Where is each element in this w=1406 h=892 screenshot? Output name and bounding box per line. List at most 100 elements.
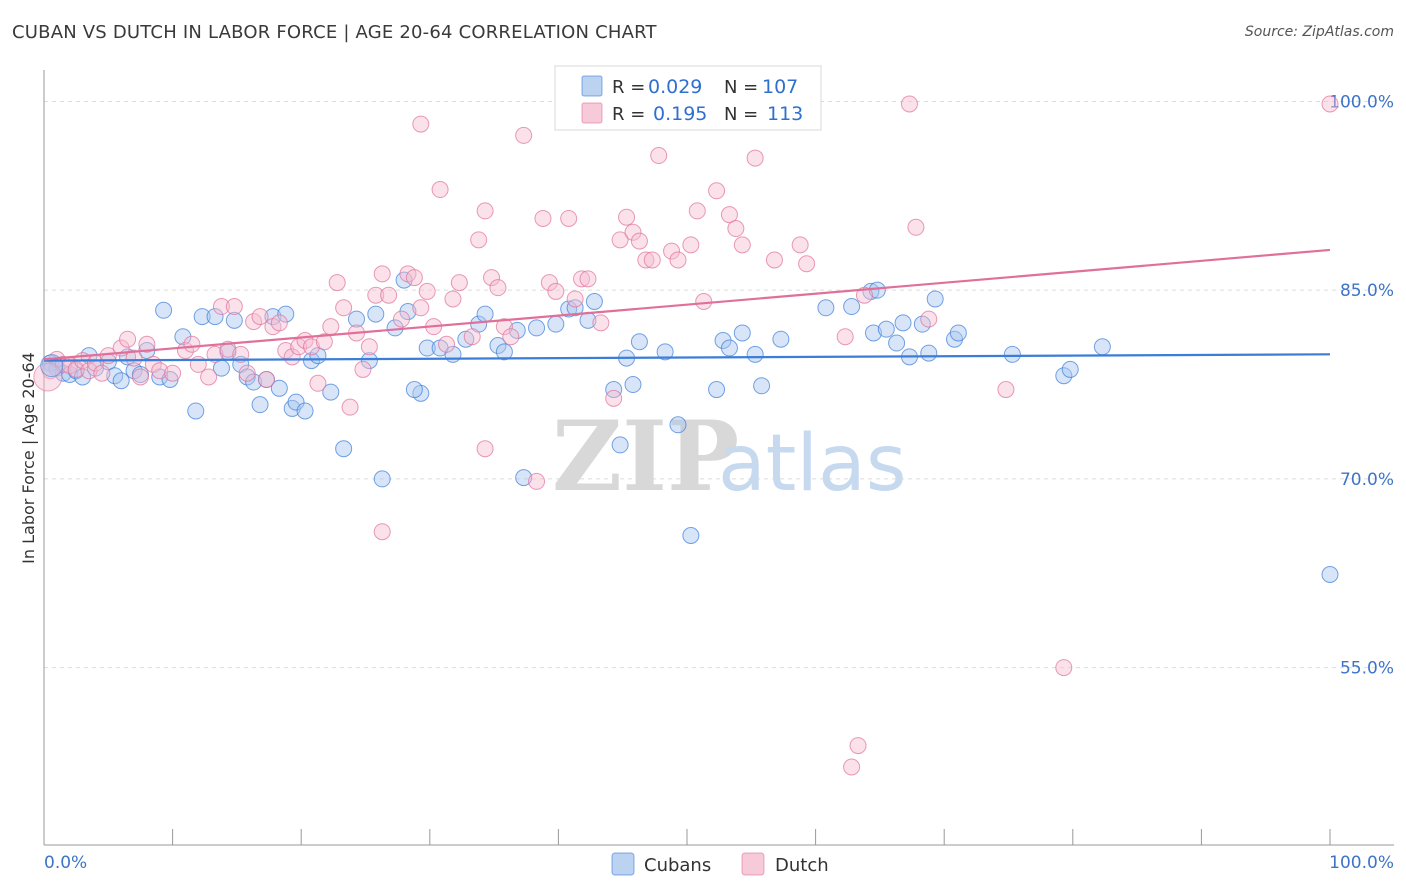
point-dutch [354,360,372,378]
point-cubans [560,300,578,318]
point-cubans [720,339,738,357]
point-dutch [380,286,398,304]
point-cubans [624,376,642,394]
point-cubans [373,470,391,488]
legend-swatch-cubans [611,852,635,876]
point-cubans [155,301,173,319]
legend-r-label: R = [612,104,645,125]
point-dutch [470,231,488,249]
point-dutch [463,328,481,346]
point-dutch [900,95,918,113]
point-cubans [708,381,726,399]
point-dutch [695,292,713,310]
point-dutch [270,314,288,332]
point-cubans [1055,367,1073,385]
point-dutch [573,270,591,288]
point-dutch [341,398,359,416]
point-dutch [630,232,648,250]
point-dutch [643,251,661,269]
point-cubans [949,324,967,342]
point-cubans [489,337,507,355]
point-dutch [238,364,256,382]
point-dutch [547,282,565,300]
point-dutch [540,274,558,292]
point-dutch [669,251,687,269]
point-cubans [1061,360,1079,378]
point-cubans [270,379,288,397]
y-tick-label: 100.0% [1329,92,1394,112]
point-dutch [495,318,513,336]
legend-n-label: N = [724,104,758,125]
point-cubans [733,324,751,342]
y-tick-label: 70.0% [1340,470,1394,490]
point-dutch [200,368,218,386]
data-points [33,95,1339,776]
x-axis-ticks [43,829,1331,845]
point-dutch [219,340,237,358]
legend-n-label: N = [724,77,758,98]
y-tick-label: 55.0% [1340,659,1394,679]
point-dutch [125,349,143,367]
series-legend: Cubans Dutch [611,852,829,876]
point-cubans [251,396,269,414]
point-dutch [151,362,169,380]
point-dutch [688,202,706,220]
point-dutch [444,290,462,308]
point-dutch [708,182,726,200]
point-cubans [772,330,790,348]
point-cubans [264,308,282,326]
point-cubans [322,383,340,401]
point-dutch [450,274,468,292]
point-dutch [637,251,655,269]
point-cubans [476,305,494,323]
x-tick-label-min: 0.0% [44,853,87,873]
point-dutch [605,389,623,407]
point-dutch [920,310,938,328]
point-dutch [528,472,546,490]
point-dutch [257,370,275,388]
point-cubans [528,319,546,337]
point-dutch [1321,95,1339,113]
chart-title: CUBAN VS DUTCH IN LABOR FORCE | AGE 20-6… [12,22,657,43]
point-dutch [438,335,456,353]
point-dutch [360,338,378,356]
point-dutch [138,335,156,353]
legend-swatch-cubans [581,75,603,97]
point-dutch [798,255,816,273]
point-dutch [405,269,423,287]
point-cubans [669,416,687,434]
point-dutch [727,220,745,238]
point-cubans [193,308,211,326]
point-dutch [367,286,385,304]
point-cubans [888,334,906,352]
x-tick-label-max: 100.0% [1329,853,1394,873]
point-cubans [187,402,205,420]
point-cubans [296,402,314,420]
point-dutch [489,279,507,297]
point-dutch [611,231,629,249]
point-dutch [791,236,809,254]
point-dutch [119,330,137,348]
point-cubans [287,393,305,411]
point-cubans [347,310,365,328]
point-cubans [817,299,835,317]
point-dutch [418,282,436,300]
point-cubans [225,311,243,329]
point-cubans [335,440,353,458]
point-cubans [894,314,912,332]
point-cubans [566,299,584,317]
point-dutch [412,299,430,317]
point-dutch [322,318,340,336]
point-dutch [206,345,224,363]
point-dutch [733,236,751,254]
watermark: ZIP atlas [552,400,907,513]
point-dutch [476,202,494,220]
point-cubans [877,320,895,338]
point-cubans [547,315,565,333]
watermark-atlas: atlas [718,419,907,509]
point-dutch [746,149,764,167]
point-dutch [164,364,182,382]
stats-legend: R = 0.029 N = 107 R = 0.195 N = 113 [554,65,822,131]
point-dutch [765,251,783,269]
